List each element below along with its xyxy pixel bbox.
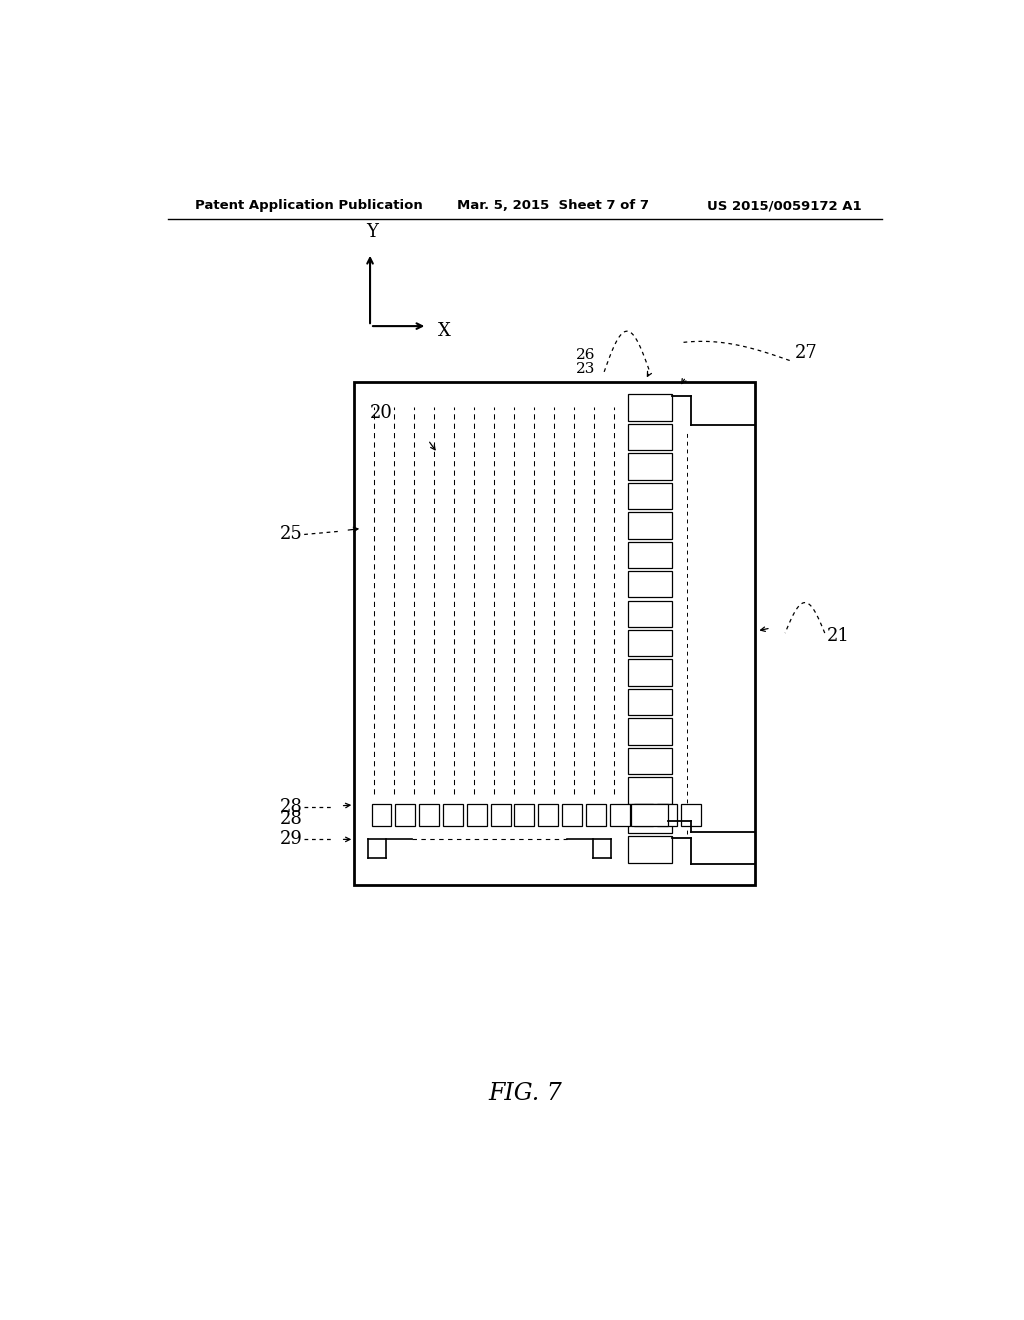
Bar bbox=[443, 804, 463, 826]
Bar bbox=[628, 718, 672, 744]
Bar bbox=[628, 395, 672, 421]
Bar bbox=[657, 804, 677, 826]
Bar bbox=[467, 804, 486, 826]
Text: 26: 26 bbox=[577, 347, 596, 362]
Bar bbox=[628, 512, 672, 539]
Text: 27: 27 bbox=[795, 343, 817, 362]
Bar bbox=[628, 483, 672, 510]
Bar bbox=[634, 804, 653, 826]
Text: 29: 29 bbox=[280, 830, 303, 849]
Bar bbox=[628, 777, 672, 804]
Bar bbox=[562, 804, 582, 826]
Text: 28: 28 bbox=[280, 797, 303, 816]
Bar bbox=[354, 381, 755, 886]
Bar bbox=[681, 804, 701, 826]
Bar bbox=[628, 748, 672, 775]
Text: Mar. 5, 2015  Sheet 7 of 7: Mar. 5, 2015 Sheet 7 of 7 bbox=[458, 199, 649, 213]
Text: 23: 23 bbox=[577, 362, 596, 376]
Bar bbox=[395, 804, 416, 826]
Text: X: X bbox=[437, 322, 451, 341]
Bar bbox=[514, 804, 535, 826]
Bar bbox=[419, 804, 439, 826]
Text: Patent Application Publication: Patent Application Publication bbox=[196, 199, 423, 213]
Bar bbox=[628, 541, 672, 568]
Bar bbox=[628, 660, 672, 686]
Text: FIG. 7: FIG. 7 bbox=[487, 1082, 562, 1105]
Text: 25: 25 bbox=[280, 525, 303, 544]
Bar bbox=[628, 453, 672, 479]
Text: Y: Y bbox=[367, 223, 378, 240]
Bar bbox=[539, 804, 558, 826]
Bar bbox=[609, 804, 630, 826]
Text: 21: 21 bbox=[826, 627, 849, 645]
Bar bbox=[628, 601, 672, 627]
Bar bbox=[586, 804, 606, 826]
Bar bbox=[628, 572, 672, 598]
Text: 28: 28 bbox=[280, 810, 303, 828]
Bar bbox=[372, 804, 391, 826]
Bar bbox=[628, 630, 672, 656]
Bar bbox=[628, 689, 672, 715]
Text: 20: 20 bbox=[370, 404, 393, 421]
Bar bbox=[628, 424, 672, 450]
Bar bbox=[490, 804, 511, 826]
Bar bbox=[628, 837, 672, 863]
Bar bbox=[628, 807, 672, 833]
Bar bbox=[631, 804, 669, 826]
Text: US 2015/0059172 A1: US 2015/0059172 A1 bbox=[708, 199, 862, 213]
